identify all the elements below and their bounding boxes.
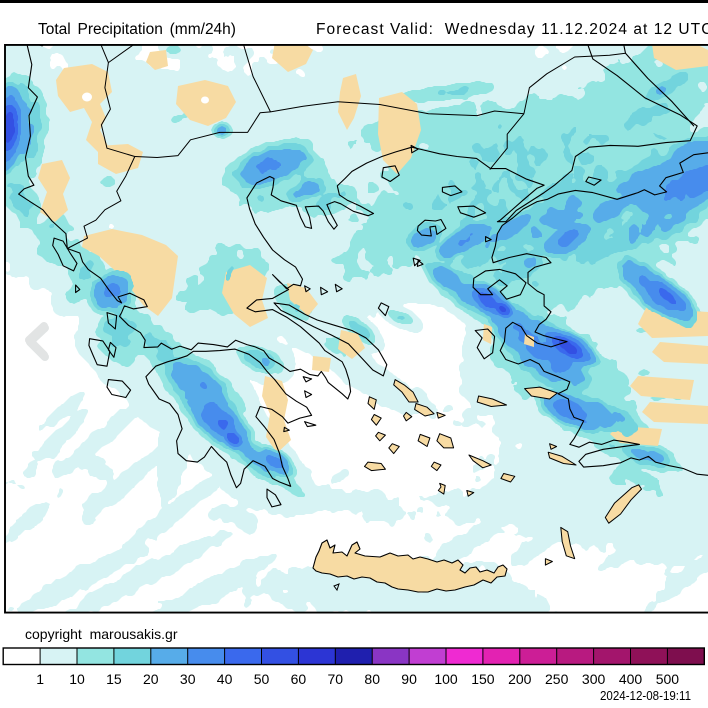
svg-text:300: 300 <box>582 671 606 687</box>
svg-text:70: 70 <box>328 671 344 687</box>
svg-text:30: 30 <box>180 671 196 687</box>
svg-text:Total Precipitation (mm/24h): Total Precipitation (mm/24h) <box>38 21 236 38</box>
svg-text:200: 200 <box>508 671 532 687</box>
svg-text:100: 100 <box>434 671 458 687</box>
svg-text:15: 15 <box>106 671 122 687</box>
svg-text:150: 150 <box>471 671 495 687</box>
svg-text:copyright marousakis.gr: copyright marousakis.gr <box>25 626 178 642</box>
svg-text:500: 500 <box>656 671 680 687</box>
svg-text:1: 1 <box>36 671 44 687</box>
svg-text:50: 50 <box>254 671 270 687</box>
svg-text:2024-12-08-19:11: 2024-12-08-19:11 <box>600 688 691 703</box>
svg-text:90: 90 <box>401 671 417 687</box>
svg-text:20: 20 <box>143 671 159 687</box>
svg-text:Forecast Valid: Wednesday 11.: Forecast Valid: Wednesday 11.12.2024 at … <box>316 21 708 38</box>
svg-text:60: 60 <box>291 671 307 687</box>
svg-text:400: 400 <box>619 671 643 687</box>
svg-text:250: 250 <box>545 671 569 687</box>
svg-text:10: 10 <box>69 671 85 687</box>
svg-text:40: 40 <box>217 671 233 687</box>
svg-text:80: 80 <box>364 671 380 687</box>
